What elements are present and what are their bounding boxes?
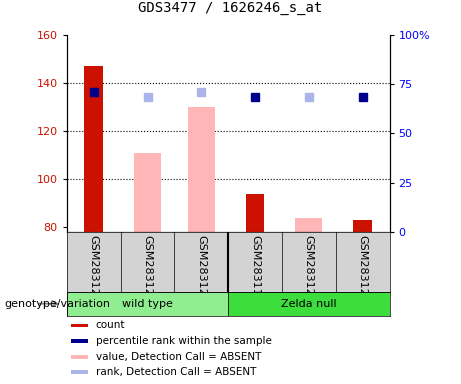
Text: count: count bbox=[96, 320, 125, 330]
Bar bbox=[84, 66, 103, 232]
Text: rank, Detection Call = ABSENT: rank, Detection Call = ABSENT bbox=[96, 367, 256, 377]
Text: GSM283124: GSM283124 bbox=[196, 235, 207, 303]
Text: genotype/variation: genotype/variation bbox=[5, 299, 111, 309]
Text: GSM283119: GSM283119 bbox=[250, 235, 260, 303]
Bar bbox=[246, 194, 265, 232]
Text: GSM283121: GSM283121 bbox=[358, 235, 368, 303]
Text: GSM283122: GSM283122 bbox=[89, 235, 99, 303]
Bar bbox=[71, 355, 88, 359]
Bar bbox=[188, 107, 215, 232]
Text: GSM283120: GSM283120 bbox=[304, 235, 314, 303]
Bar bbox=[228, 292, 390, 316]
Text: wild type: wild type bbox=[122, 299, 173, 309]
Text: GDS3477 / 1626246_s_at: GDS3477 / 1626246_s_at bbox=[138, 2, 323, 15]
Text: Zelda null: Zelda null bbox=[281, 299, 337, 309]
Text: value, Detection Call = ABSENT: value, Detection Call = ABSENT bbox=[96, 352, 261, 362]
Text: percentile rank within the sample: percentile rank within the sample bbox=[96, 336, 272, 346]
Bar bbox=[71, 323, 88, 327]
Bar bbox=[134, 153, 161, 232]
Bar bbox=[296, 218, 322, 232]
Bar bbox=[67, 292, 228, 316]
Bar bbox=[71, 371, 88, 374]
Bar bbox=[353, 220, 372, 232]
Bar bbox=[71, 339, 88, 343]
Text: GSM283123: GSM283123 bbox=[142, 235, 153, 303]
